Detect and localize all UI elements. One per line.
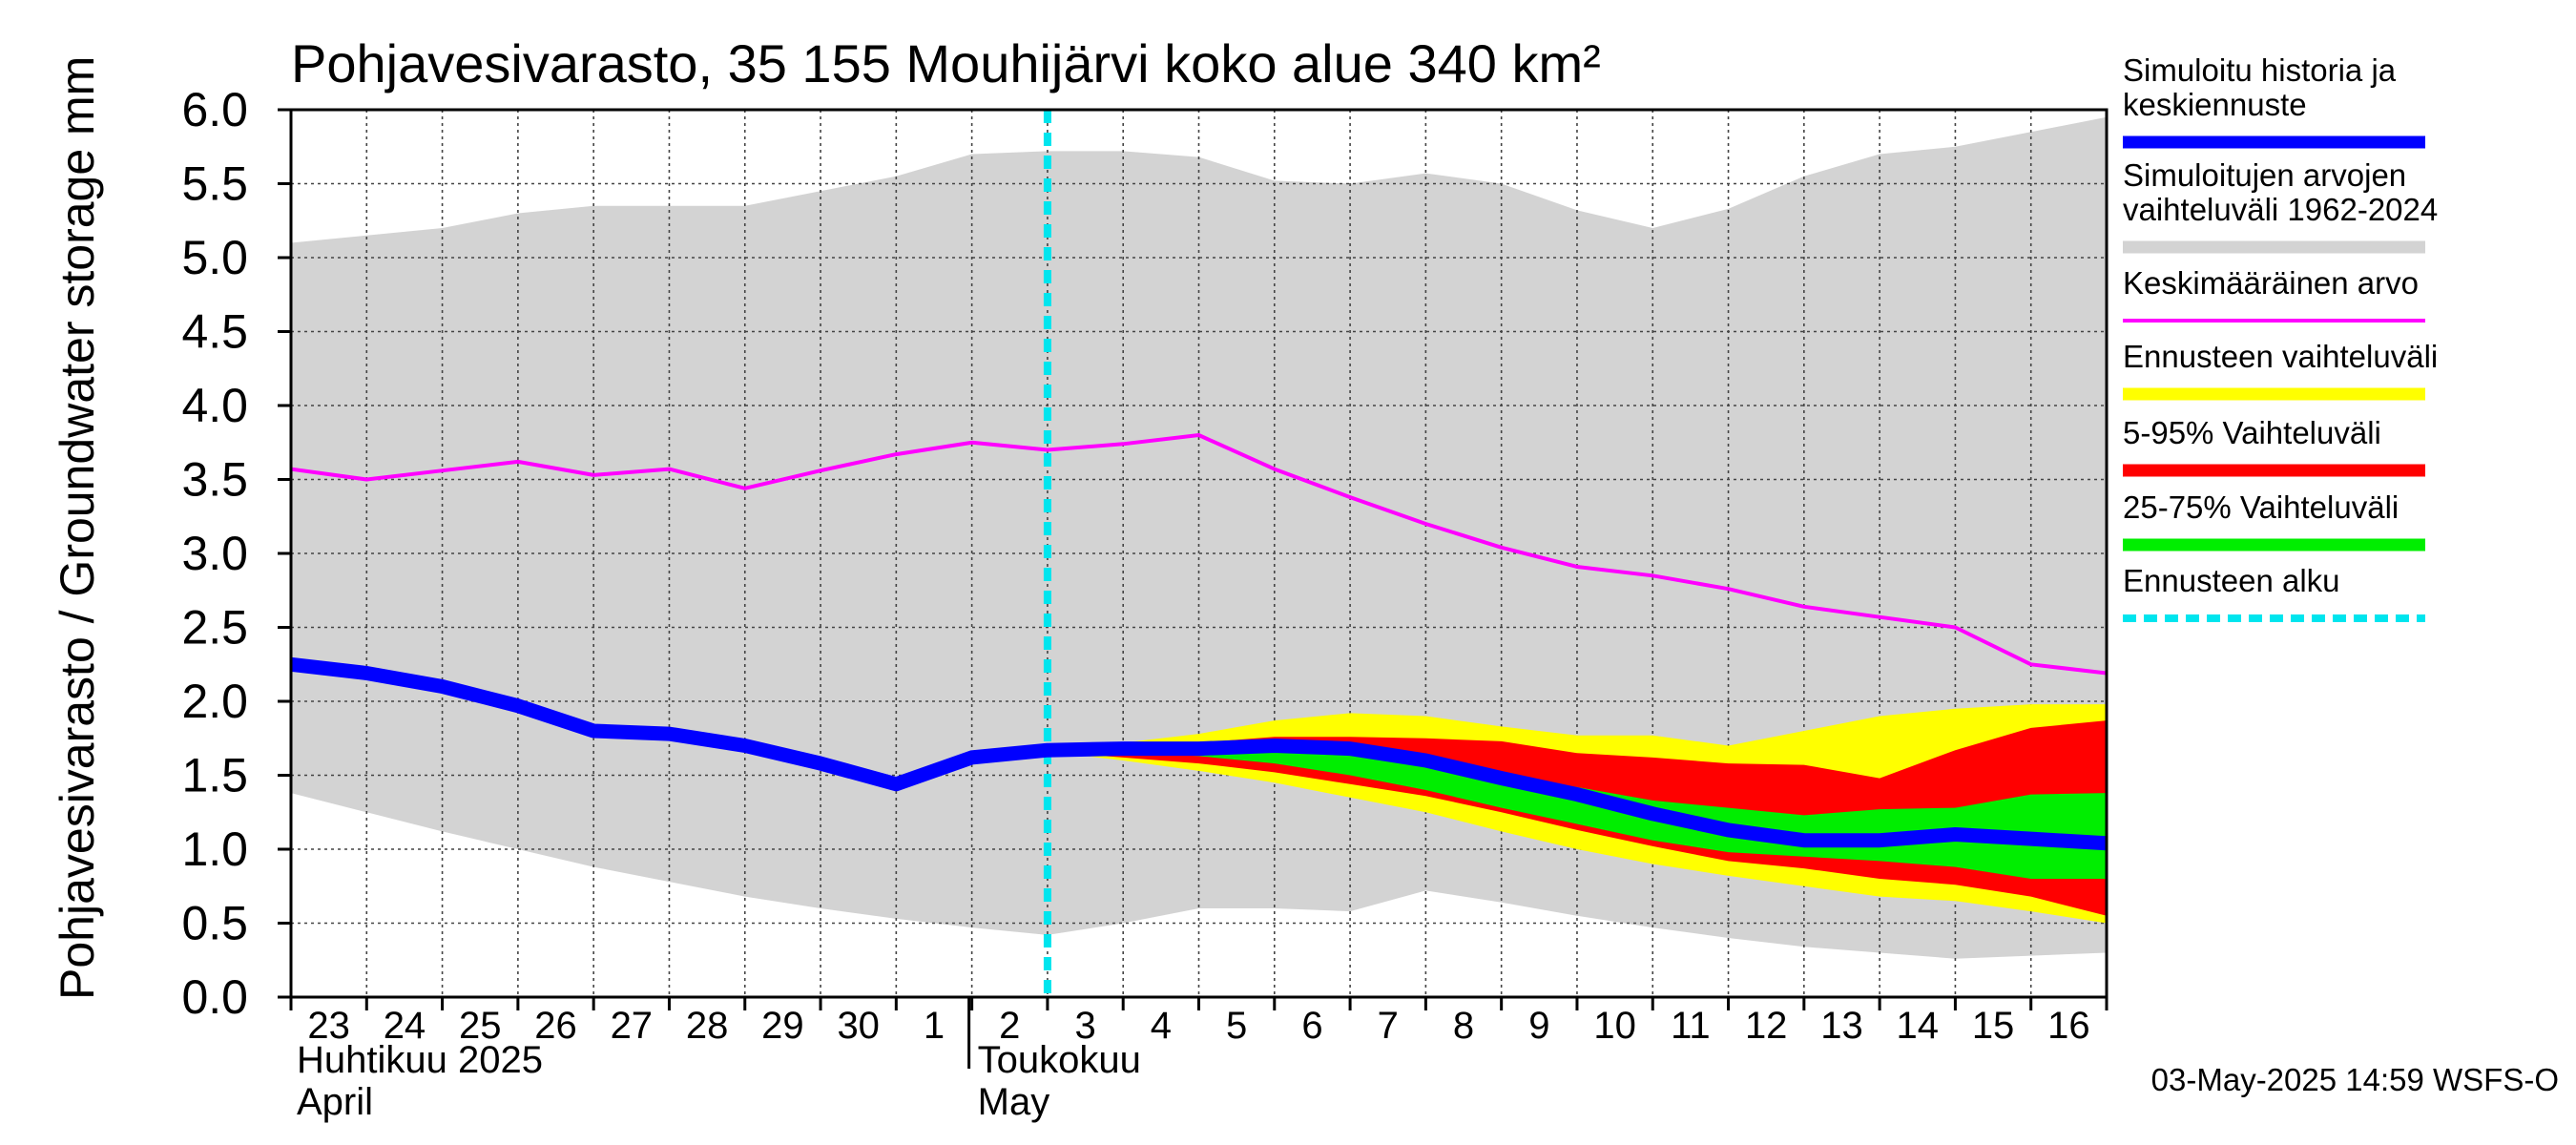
x-tick-label: 4 — [1151, 1005, 1172, 1047]
legend-label: vaihteluväli 1962-2024 — [2123, 192, 2438, 227]
x-tick-label: 13 — [1820, 1005, 1863, 1047]
plot-area — [289, 108, 2109, 999]
x-tick-label: 15 — [1972, 1005, 2015, 1047]
month-label: Huhtikuu 2025 — [297, 1039, 543, 1081]
x-tick-label: 12 — [1745, 1005, 1788, 1047]
legend-label: 5-95% Vaihteluväli — [2123, 415, 2381, 450]
mean-line — [291, 433, 2107, 676]
y-tick-label: 3.5 — [181, 453, 248, 507]
y-tick-label: 5.5 — [181, 157, 248, 211]
y-tick-label: 0.5 — [181, 897, 248, 950]
y-tick-label: 4.5 — [181, 305, 248, 359]
x-tick-label: 24 — [384, 1005, 426, 1047]
y-tick-label: 6.0 — [181, 83, 248, 136]
x-tick-label: 29 — [761, 1005, 804, 1047]
legend-item: 25-75% Vaihteluväli — [2123, 489, 2425, 552]
legend-label: keskiennuste — [2123, 87, 2307, 122]
legend-label: Ennusteen vaihteluväli — [2123, 339, 2438, 374]
legend: Simuloitu historia jakeskiennusteSimuloi… — [2123, 52, 2438, 622]
month-label-en: April — [297, 1081, 373, 1123]
x-tick-label: 23 — [307, 1005, 350, 1047]
legend-label: Simuloitu historia ja — [2123, 52, 2397, 88]
y-tick-label: 2.0 — [181, 675, 248, 728]
x-tick-label: 10 — [1593, 1005, 1636, 1047]
x-tick-label: 6 — [1301, 1005, 1322, 1047]
x-tick-label: 7 — [1378, 1005, 1399, 1047]
x-tick-label: 1 — [924, 1005, 945, 1047]
y-tick-label: 1.0 — [181, 822, 248, 876]
x-tick-label: 14 — [1897, 1005, 1940, 1047]
legend-label: 25-75% Vaihteluväli — [2123, 489, 2399, 525]
grid — [291, 110, 2107, 997]
x-tick-label: 9 — [1528, 1005, 1549, 1047]
x-tick-label: 28 — [686, 1005, 729, 1047]
x-tick-label: 11 — [1671, 1005, 1711, 1047]
y-tick-label: 0.0 — [181, 970, 248, 1024]
y-tick-label: 1.5 — [181, 749, 248, 802]
x-tick-label: 3 — [1074, 1005, 1095, 1047]
y-axis-ticks: 0.0 0.5 1.0 1.5 2.0 2.5 3.0 3.5 4.0 4.5 5.0 5.5 6.0 — [181, 83, 291, 1024]
x-tick-label: 25 — [459, 1005, 502, 1047]
legend-item: Ennusteen alku — [2123, 563, 2425, 622]
x-tick-label: 2 — [999, 1005, 1020, 1047]
y-axis-label: Pohjavesivarasto / Groundwater storage m… — [51, 56, 104, 1000]
x-axis-ticks: 23 24 25 26 27 28 29 30 1 2 3 4 5 6 7 8 9 10 11 12 13 14 15 16H… — [289, 997, 2109, 1123]
y-tick-label: 3.0 — [181, 527, 248, 580]
x-tick-label: 27 — [611, 1005, 654, 1047]
y-tick-label: 2.5 — [181, 601, 248, 655]
timestamp: 03-May-2025 14:59 WSFS-O — [2151, 1062, 2559, 1097]
legend-item: 5-95% Vaihteluväli — [2123, 415, 2425, 477]
x-tick-label: 5 — [1226, 1005, 1247, 1047]
x-tick-label: 8 — [1453, 1005, 1474, 1047]
month-label-en: May — [978, 1081, 1050, 1123]
month-label: Toukokuu — [978, 1039, 1141, 1081]
x-tick-label: 16 — [2047, 1005, 2090, 1047]
legend-label: Simuloitujen arvojen — [2123, 157, 2406, 193]
chart-title: Pohjavesivarasto, 35 155 Mouhijärvi koko… — [291, 33, 1601, 94]
legend-label: Ennusteen alku — [2123, 563, 2340, 598]
median-forecast-line — [291, 656, 2107, 851]
legend-item: Keskimääräinen arvo — [2123, 265, 2425, 323]
x-tick-label: 30 — [837, 1005, 880, 1047]
legend-label: Keskimääräinen arvo — [2123, 265, 2419, 301]
y-tick-label: 4.0 — [181, 379, 248, 432]
x-tick-label: 26 — [534, 1005, 577, 1047]
y-tick-label: 5.0 — [181, 231, 248, 284]
legend-item: Ennusteen vaihteluväli — [2123, 339, 2438, 401]
